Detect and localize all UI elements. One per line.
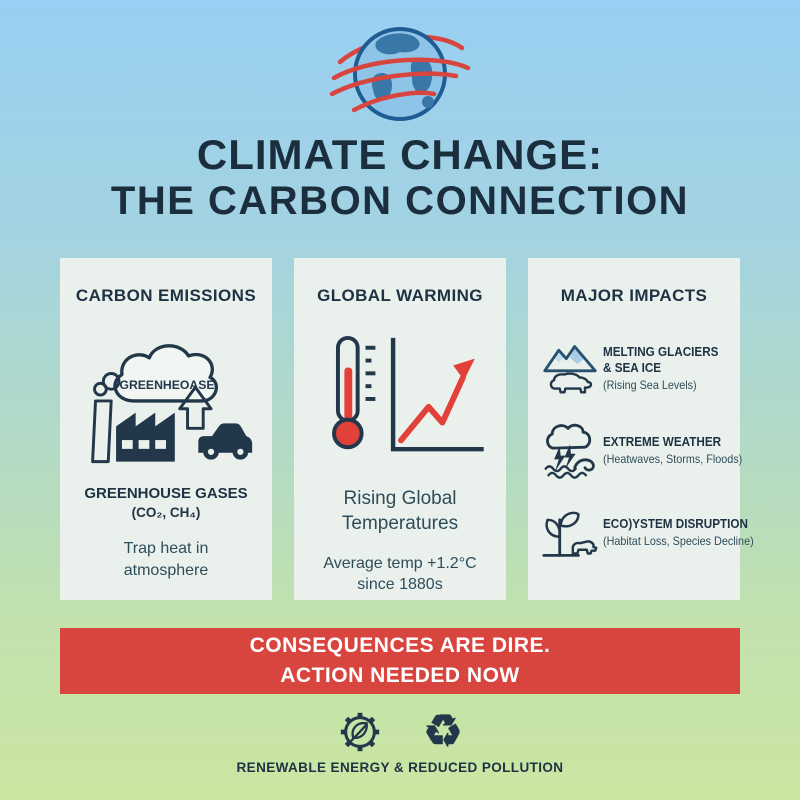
- impact-weather-sub: (Heatwaves, Storms, Floods): [603, 452, 743, 467]
- card-emissions-header: CARBON EMISSIONS: [75, 286, 257, 306]
- card-global-warming: GLOBAL WARMING: [294, 258, 506, 601]
- call-to-action-banner: CONSEQUENCES ARE DIRE. ACTION NEEDED NOW: [60, 628, 740, 695]
- cloud-label: GREENHEOASE: [119, 378, 214, 392]
- page-title: CLIMATE CHANGE: THE CARBON CONNECTION: [0, 131, 800, 224]
- renewable-gear-leaf-icon: [341, 713, 380, 752]
- impact-ecosystem-text: ECO)YSTEM DISRUPTION (Habitat Loss, Spec…: [603, 516, 754, 549]
- impact-ecosystem-sub: (Habitat Loss, Species Decline): [603, 534, 754, 549]
- plant-wildlife-icon: [541, 502, 599, 562]
- banner-line-2: ACTION NEEDED NOW: [280, 664, 520, 688]
- gases-title: GREENHOUSE GASES: [84, 485, 248, 503]
- impact-ecosystem-line1: ECO)YSTEM DISRUPTION: [603, 516, 748, 532]
- thermometer-rising-chart-icon: [332, 336, 484, 452]
- impact-item-weather: EXTREME WEATHER (Heatwaves, Storms, Floo…: [541, 420, 743, 480]
- recycle-icon: ♻: [423, 707, 463, 757]
- glacier-polar-bear-icon: [541, 338, 599, 398]
- storm-wave-icon: [541, 420, 599, 480]
- impact-glaciers-line2: & SEA ICE: [603, 360, 662, 376]
- globe-header: [0, 0, 800, 126]
- title-line-2: THE CARBON CONNECTION: [110, 179, 690, 224]
- impact-weather-line1: EXTREME WEATHER: [603, 434, 722, 450]
- card-carbon-emissions: CARBON EMISSIONS GREENHEOASE: [60, 258, 272, 601]
- impact-glaciers-line1: MELTING GLACIERS: [603, 343, 719, 359]
- banner-line-1: CONSEQUENCES ARE DIRE.: [249, 633, 551, 657]
- impact-glaciers-text: MELTING GLACIERS & SEA ICE (Rising Sea L…: [603, 344, 726, 393]
- impacts-list: MELTING GLACIERS & SEA ICE (Rising Sea L…: [528, 338, 754, 584]
- warming-description: Average temp +1.2°C since 1880s: [323, 554, 477, 594]
- factory-cloud-car-icon: GREENHEOASE: [91, 344, 253, 464]
- emissions-description: Trap heat in atmosphere: [123, 540, 209, 579]
- impact-weather-text: EXTREME WEATHER (Heatwaves, Storms, Floo…: [603, 434, 743, 467]
- card-impacts-header: MAJOR IMPACTS: [560, 286, 708, 306]
- warming-headline: Rising Global Temperatures: [341, 488, 459, 534]
- title-line-1: CLIMATE CHANGE:: [196, 131, 604, 178]
- impact-glaciers-sub: (Rising Sea Levels): [603, 378, 697, 393]
- impact-item-ecosystem: ECO)YSTEM DISRUPTION (Habitat Loss, Spec…: [541, 502, 754, 562]
- gases-formula: (CO₂, CH₄): [131, 505, 201, 521]
- cards-row: CARBON EMISSIONS GREENHEOASE: [60, 258, 754, 601]
- warming-illustration: [309, 332, 491, 467]
- impact-item-glaciers: MELTING GLACIERS & SEA ICE (Rising Sea L…: [541, 338, 740, 398]
- card-warming-header: GLOBAL WARMING: [317, 286, 483, 306]
- footer-icons: ♻: [0, 708, 800, 756]
- emissions-illustration: GREENHEOASE: [73, 328, 259, 471]
- card-major-impacts: MAJOR IMPACTS MELTING GLACIERS & SEA ICE: [528, 258, 754, 601]
- footer-label: RENEWABLE ENERGY & REDUCED POLLUTION: [236, 760, 564, 776]
- globe-icon: [329, 27, 471, 121]
